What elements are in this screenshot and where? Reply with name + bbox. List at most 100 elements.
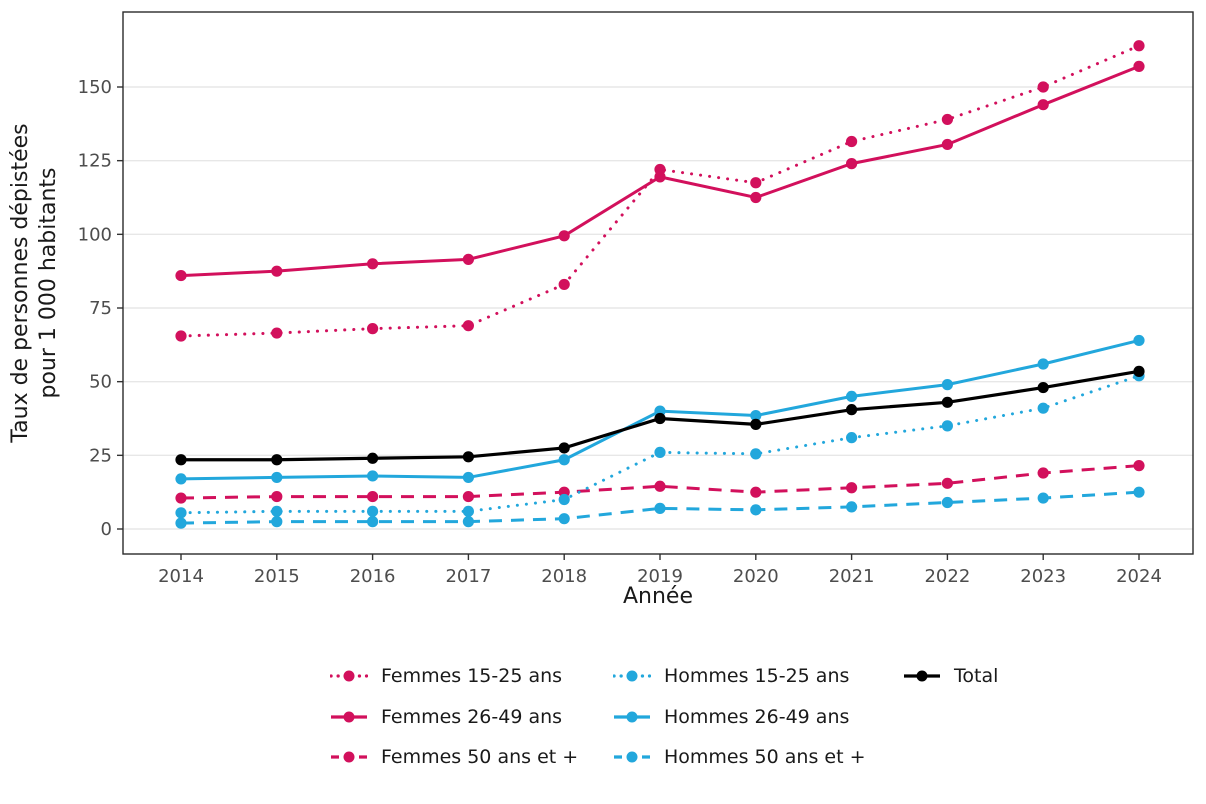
data-point-hommes-50-plus-2015 [271,516,283,528]
legend-item-total: Total [903,656,998,697]
legend-item-femmes-50-plus: Femmes 50 ans et + [330,737,578,778]
series-line-hommes-50-plus [180,490,1140,525]
data-point-femmes-50-plus-2015 [271,490,283,503]
data-point-total-2016 [367,452,379,464]
data-point-total-2021 [846,404,858,416]
series-line-femmes-50-plus [180,464,1140,500]
data-point-hommes-15-25-2021 [846,432,858,444]
legend-key-dot [626,670,638,682]
y-tick-label-125: 125 [78,151,112,172]
data-point-hommes-15-25-2017 [462,505,474,517]
legend-key-icon [613,670,651,682]
data-point-hommes-50-plus-2023 [1037,492,1049,504]
y-axis-title-line1: Taux de personnes dépistées [8,123,33,443]
data-point-femmes-26-49-2016 [367,258,379,270]
data-point-total-2019 [654,412,666,425]
legend-label: Total [954,665,999,688]
data-point-femmes-15-25-2014 [175,330,187,342]
legend-key-dot [343,670,355,682]
legend-column: Femmes 15-25 ans Femmes 26-49 ans Femmes 5… [330,656,578,778]
data-point-total-2024 [1133,365,1145,377]
legend-item-femmes-15-25: Femmes 15-25 ans [330,656,578,697]
x-tick-label-2020: 2020 [733,566,779,587]
x-tick-label-2016: 2016 [350,566,396,587]
data-point-hommes-50-plus-2019 [654,502,666,514]
data-point-femmes-26-49-2015 [271,265,283,277]
series-line-femmes-15-25 [179,44,1141,338]
x-tick-label-2015: 2015 [254,566,300,587]
data-point-femmes-15-25-2023 [1037,81,1049,93]
data-point-femmes-26-49-2023 [1037,99,1049,111]
data-point-hommes-26-49-2024 [1133,334,1145,347]
data-point-hommes-15-25-2015 [271,505,283,517]
data-point-hommes-50-plus-2018 [558,513,570,525]
data-point-femmes-15-25-2020 [750,177,762,189]
data-point-hommes-26-49-2016 [367,470,379,482]
data-point-total-2020 [750,418,762,430]
x-axis-title: Année [622,584,693,609]
data-point-hommes-50-plus-2024 [1133,486,1145,498]
data-point-hommes-26-49-2018 [558,454,570,466]
data-point-femmes-26-49-2017 [462,253,474,265]
data-point-femmes-15-25-2016 [367,323,379,335]
x-tick-label-2021: 2021 [829,566,875,587]
data-point-hommes-15-25-2023 [1037,402,1049,414]
data-point-total-2018 [558,442,570,454]
legend-label: Hommes 15-25 ans [664,665,850,688]
legend-key-dot [343,751,355,763]
data-point-hommes-50-plus-2021 [846,501,858,513]
legend-key-icon [614,751,650,763]
legend-key-icon [904,670,940,682]
data-point-femmes-50-plus-2014 [175,492,187,504]
data-point-hommes-50-plus-2016 [367,516,379,528]
legend-label: Hommes 26-49 ans [664,705,850,728]
data-point-femmes-15-25-2015 [271,327,283,339]
data-point-total-2022 [941,396,954,408]
data-point-hommes-15-25-2022 [941,420,954,432]
data-point-total-2017 [462,451,474,463]
data-point-hommes-50-plus-2017 [462,516,474,528]
data-point-hommes-50-plus-2020 [750,504,762,516]
data-point-femmes-26-49-2014 [175,269,187,282]
legend-key-icon [331,751,367,763]
data-point-hommes-26-49-2022 [941,379,954,391]
data-point-femmes-50-plus-2023 [1037,467,1049,479]
legend-column: Hommes 15-25 ans Hommes 26-49 ans Hommes 5… [613,656,866,778]
data-point-total-2023 [1037,381,1049,394]
y-tick-label-50: 50 [89,372,112,393]
data-point-femmes-15-25-2024 [1133,40,1145,52]
legend-label: Femmes 26-49 ans [381,705,563,728]
data-point-hommes-15-25-2019 [654,446,666,458]
data-point-hommes-50-plus-2022 [941,496,954,509]
data-point-femmes-26-49-2018 [558,230,570,242]
x-tick-label-2023: 2023 [1020,566,1066,587]
data-point-femmes-15-25-2017 [462,320,474,332]
data-point-femmes-26-49-2020 [750,191,762,204]
data-point-hommes-26-49-2017 [462,471,474,484]
data-point-hommes-26-49-2020 [750,409,762,422]
y-tick-label-75: 75 [89,298,112,319]
y-tick-label-100: 100 [78,224,112,245]
legend-column: Total [903,656,998,697]
legend-label: Femmes 50 ans et + [381,746,579,769]
legend-key-icon [330,670,368,682]
legend-key-dot [626,711,638,723]
y-tick-label-25: 25 [89,445,112,466]
data-point-hommes-26-49-2014 [175,473,187,485]
data-point-hommes-50-plus-2014 [175,517,187,529]
data-point-total-2014 [175,454,187,466]
data-point-femmes-15-25-2022 [941,113,954,126]
data-point-hommes-15-25-2016 [367,505,379,517]
legend-item-femmes-26-49: Femmes 26-49 ans [330,697,578,738]
data-point-femmes-26-49-2019 [654,171,666,183]
legend-item-hommes-15-25: Hommes 15-25 ans [613,656,866,697]
legend-key-icon [614,711,650,723]
data-point-hommes-26-49-2015 [271,471,283,484]
data-point-femmes-26-49-2024 [1133,60,1145,72]
y-axis-title-line2: pour 1 000 habitants [36,167,61,399]
data-point-total-2015 [271,454,283,466]
legend: Femmes 15-25 ans Femmes 26-49 ans Femmes 5… [0,656,1206,796]
legend-item-hommes-26-49: Hommes 26-49 ans [613,697,866,738]
data-point-femmes-50-plus-2017 [462,490,474,503]
x-tick-label-2019: 2019 [637,566,683,587]
